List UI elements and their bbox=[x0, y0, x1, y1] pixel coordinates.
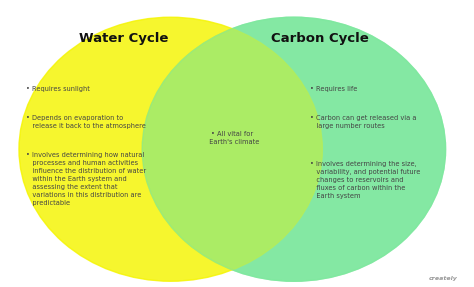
Text: creately: creately bbox=[428, 276, 457, 281]
Text: Carbon Cycle: Carbon Cycle bbox=[271, 32, 369, 45]
Text: • All vital for
  Earth's climate: • All vital for Earth's climate bbox=[205, 131, 259, 145]
Text: • Carbon can get released via a
   large number routes: • Carbon can get released via a large nu… bbox=[310, 115, 417, 129]
Text: • Depends on evaporation to
   release it back to the atmosphere: • Depends on evaporation to release it b… bbox=[26, 115, 146, 129]
Text: • Involves determining the size,
   variability, and potential future
   changes: • Involves determining the size, variabi… bbox=[310, 161, 421, 199]
Ellipse shape bbox=[142, 17, 446, 281]
Text: • Requires life: • Requires life bbox=[310, 86, 358, 92]
Text: Water Cycle: Water Cycle bbox=[79, 32, 168, 45]
Text: • Requires sunlight: • Requires sunlight bbox=[26, 86, 90, 92]
Ellipse shape bbox=[142, 17, 446, 281]
Text: • Involves determining how natural
   processes and human activities
   influenc: • Involves determining how natural proce… bbox=[26, 152, 146, 206]
Ellipse shape bbox=[19, 17, 322, 281]
